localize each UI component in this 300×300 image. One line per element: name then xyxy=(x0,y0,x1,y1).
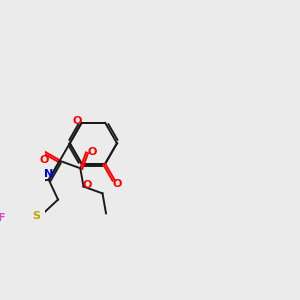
Text: O: O xyxy=(112,179,122,189)
Text: O: O xyxy=(73,116,82,126)
Text: N: N xyxy=(44,169,53,179)
Text: O: O xyxy=(87,147,97,157)
Text: O: O xyxy=(82,180,92,190)
Text: F: F xyxy=(0,213,6,223)
Text: S: S xyxy=(32,211,40,221)
Text: O: O xyxy=(40,155,49,165)
